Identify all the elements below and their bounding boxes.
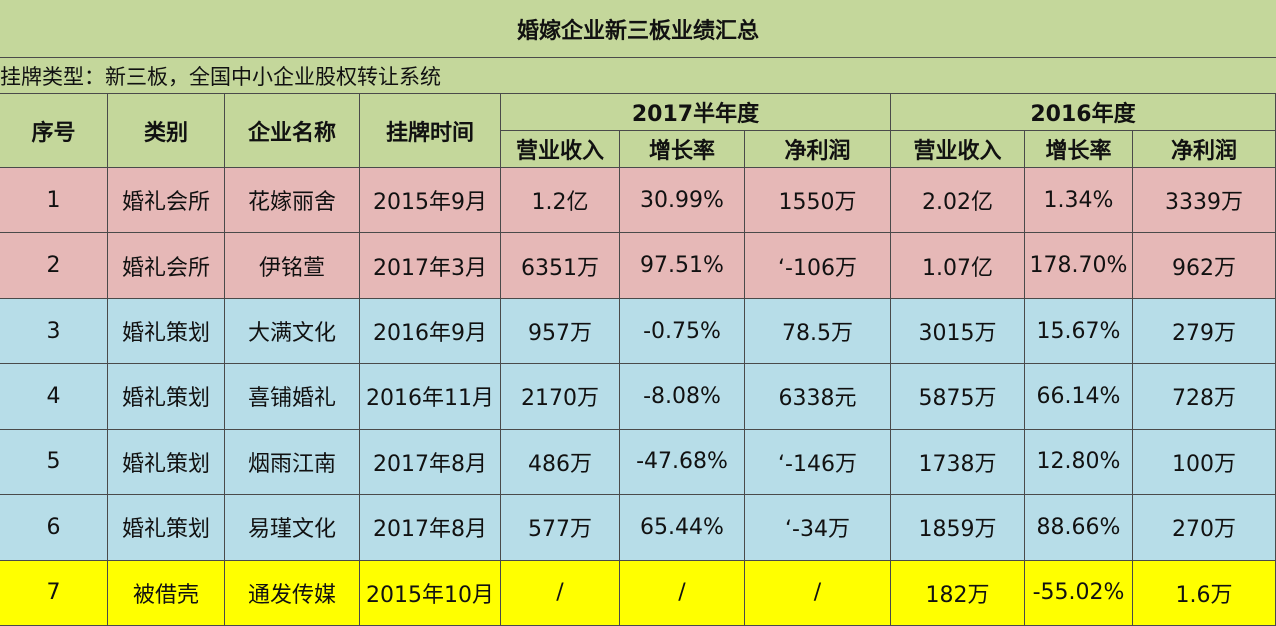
sheet-title: 婚嫁企业新三板业绩汇总	[0, 0, 1276, 58]
table-cell: 1859万	[891, 495, 1025, 561]
table-cell: 婚礼会所	[108, 233, 225, 299]
table-cell: 1.07亿	[891, 233, 1025, 299]
sub-header: 净利润	[745, 131, 891, 168]
table-cell: 728万	[1133, 364, 1276, 430]
table-cell: 5875万	[891, 364, 1025, 430]
table-cell: 78.5万	[745, 298, 891, 365]
table-cell: 486万	[501, 429, 620, 496]
table-cell: 65.44%	[620, 495, 745, 561]
table-cell: 婚礼会所	[108, 168, 225, 234]
table-cell: 962万	[1133, 233, 1276, 299]
table-cell: 97.51%	[620, 233, 745, 299]
table-cell: /	[501, 560, 620, 626]
table-cell: 3	[0, 298, 108, 365]
table-cell: 2	[0, 233, 108, 299]
table-cell: 88.66%	[1025, 495, 1133, 561]
sub-header: 营业收入	[501, 131, 620, 168]
table-cell: 2016年11月	[360, 364, 501, 430]
sub-header: 净利润	[1133, 131, 1276, 168]
column-header: 挂牌时间	[360, 94, 501, 168]
table-cell: 2015年10月	[360, 560, 501, 626]
table-cell: 6	[0, 495, 108, 561]
table-cell: 2017年3月	[360, 233, 501, 299]
table-cell: 957万	[501, 298, 620, 365]
table-cell: 2017年8月	[360, 429, 501, 496]
table-cell: /	[620, 560, 745, 626]
table-cell: 3015万	[891, 298, 1025, 365]
table-cell: 100万	[1133, 429, 1276, 496]
table-cell: 1.6万	[1133, 560, 1276, 626]
table-cell: 182万	[891, 560, 1025, 626]
table-cell: 4	[0, 364, 108, 430]
group-header: 2017半年度	[501, 94, 891, 131]
table-cell: 婚礼策划	[108, 429, 225, 496]
table-cell: 577万	[501, 495, 620, 561]
table-cell: 1.2亿	[501, 168, 620, 234]
table-cell: ‘-146万	[745, 429, 891, 496]
sheet-subtitle: 挂牌类型：新三板，全国中小企业股权转让系统	[0, 58, 1276, 94]
table-cell: 喜铺婚礼	[225, 364, 360, 430]
table-cell: 婚礼策划	[108, 495, 225, 561]
table-cell: -0.75%	[620, 298, 745, 365]
table-cell: 2017年8月	[360, 495, 501, 561]
table-cell: ‘-34万	[745, 495, 891, 561]
sub-header: 增长率	[1025, 131, 1133, 168]
table-cell: 279万	[1133, 298, 1276, 365]
table-cell: -47.68%	[620, 429, 745, 496]
table-cell: ‘-106万	[745, 233, 891, 299]
table-cell: 66.14%	[1025, 364, 1133, 430]
table-cell: 2.02亿	[891, 168, 1025, 234]
sub-header: 营业收入	[891, 131, 1025, 168]
column-header: 企业名称	[225, 94, 360, 168]
table-cell: 3339万	[1133, 168, 1276, 234]
table-cell: 2016年9月	[360, 298, 501, 365]
table-cell: /	[745, 560, 891, 626]
table-cell: -55.02%	[1025, 560, 1133, 626]
table-cell: 6351万	[501, 233, 620, 299]
sub-header: 增长率	[620, 131, 745, 168]
table-cell: 6338元	[745, 364, 891, 430]
table-cell: 1.34%	[1025, 168, 1133, 234]
table-cell: 2015年9月	[360, 168, 501, 234]
table-cell: 花嫁丽舍	[225, 168, 360, 234]
table-cell: 婚礼策划	[108, 364, 225, 430]
table-cell: 15.67%	[1025, 298, 1133, 365]
table-cell: 12.80%	[1025, 429, 1133, 496]
table-cell: 被借壳	[108, 560, 225, 626]
table-cell: 1738万	[891, 429, 1025, 496]
table-cell: 通发传媒	[225, 560, 360, 626]
table-cell: 大满文化	[225, 298, 360, 365]
table-cell: 烟雨江南	[225, 429, 360, 496]
table-cell: 30.99%	[620, 168, 745, 234]
table-cell: -8.08%	[620, 364, 745, 430]
table-cell: 易瑾文化	[225, 495, 360, 561]
table-cell: 2170万	[501, 364, 620, 430]
table-cell: 婚礼策划	[108, 298, 225, 365]
table-cell: 伊铭萱	[225, 233, 360, 299]
table-cell: 5	[0, 429, 108, 496]
group-header: 2016年度	[891, 94, 1276, 131]
table-cell: 1550万	[745, 168, 891, 234]
table-cell: 7	[0, 560, 108, 626]
column-header: 类别	[108, 94, 225, 168]
table-cell: 270万	[1133, 495, 1276, 561]
table-cell: 178.70%	[1025, 233, 1133, 299]
table-cell: 1	[0, 168, 108, 234]
column-header: 序号	[0, 94, 108, 168]
